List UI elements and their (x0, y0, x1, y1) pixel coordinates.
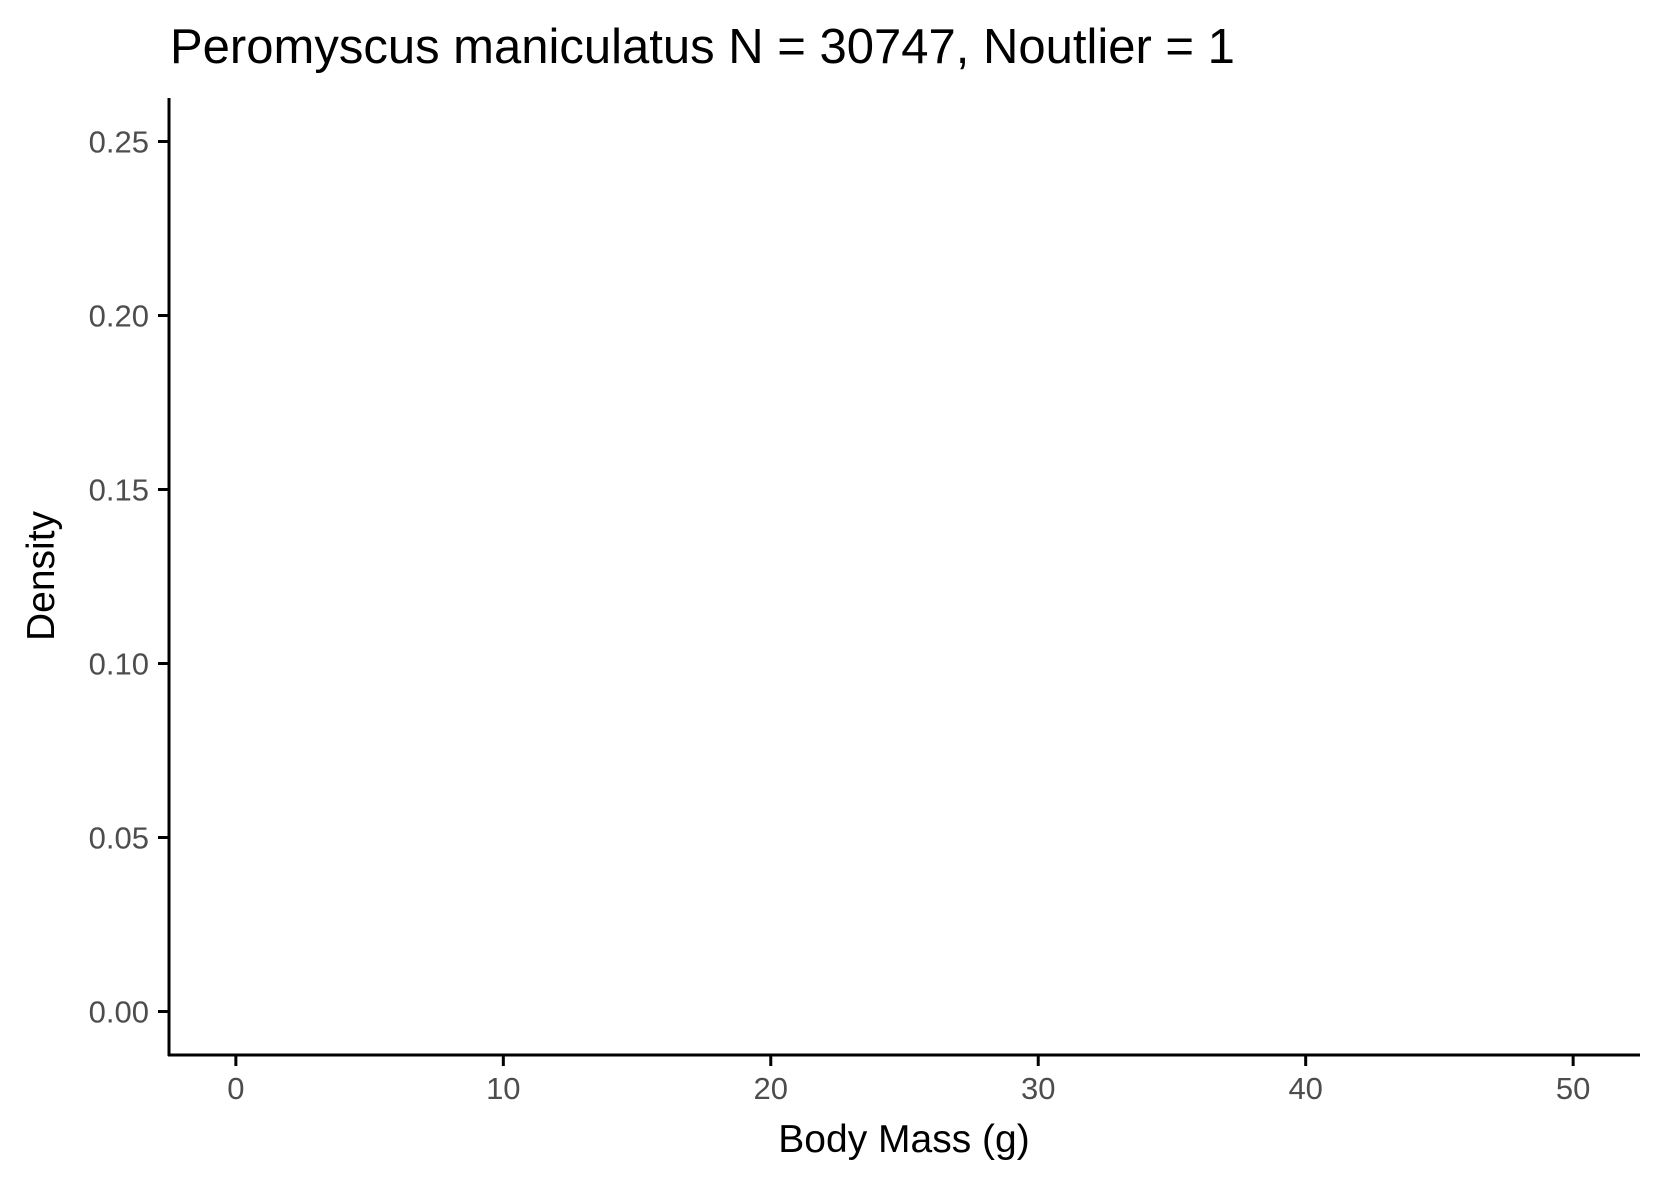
x-axis-ticks: 0 10 20 30 40 50 (227, 1055, 1590, 1106)
y-tick-label: 0.25 (89, 125, 149, 160)
x-tick-label: 10 (486, 1071, 520, 1106)
y-tick-label: 0.00 (89, 995, 149, 1030)
y-axis-ticks: 0.00 0.05 0.10 0.15 0.20 0.25 (89, 125, 169, 1030)
chart-title: Peromyscus maniculatus N = 30747, Noutli… (170, 20, 1235, 74)
y-tick-label: 0.05 (89, 821, 149, 856)
x-tick-label: 30 (1021, 1071, 1055, 1106)
x-tick-label: 50 (1556, 1071, 1590, 1106)
y-axis-title: Density (20, 510, 63, 641)
x-tick-label: 40 (1288, 1071, 1322, 1106)
x-tick-label: 0 (227, 1071, 244, 1106)
y-tick-label: 0.10 (89, 647, 149, 682)
y-tick-label: 0.15 (89, 473, 149, 508)
x-tick-label: 20 (754, 1071, 788, 1106)
y-tick-label: 0.20 (89, 299, 149, 334)
x-axis-title: Body Mass (g) (778, 1118, 1029, 1161)
